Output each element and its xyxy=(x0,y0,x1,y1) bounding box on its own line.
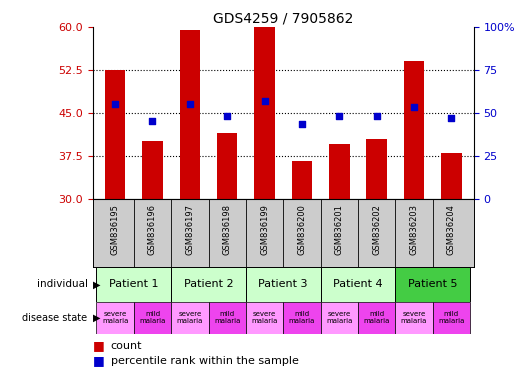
Text: Patient 4: Patient 4 xyxy=(333,280,383,290)
Text: GSM836196: GSM836196 xyxy=(148,204,157,255)
Text: GSM836202: GSM836202 xyxy=(372,204,381,255)
Bar xyxy=(246,267,321,302)
Bar xyxy=(329,144,350,199)
Text: mild
malaria: mild malaria xyxy=(139,311,166,324)
Point xyxy=(148,118,157,124)
Text: GSM836204: GSM836204 xyxy=(447,204,456,255)
Text: mild
malaria: mild malaria xyxy=(438,311,465,324)
Text: GSM836199: GSM836199 xyxy=(260,204,269,255)
Bar xyxy=(291,161,312,199)
Text: GSM836201: GSM836201 xyxy=(335,204,344,255)
Bar xyxy=(441,153,461,199)
Bar xyxy=(246,302,283,334)
Text: Patient 3: Patient 3 xyxy=(259,280,308,290)
Text: mild
malaria: mild malaria xyxy=(364,311,390,324)
Text: ▶: ▶ xyxy=(93,313,101,323)
Bar xyxy=(321,267,396,302)
Bar xyxy=(254,27,275,199)
Title: GDS4259 / 7905862: GDS4259 / 7905862 xyxy=(213,12,353,26)
Text: GSM836197: GSM836197 xyxy=(185,204,194,255)
Text: severe
malaria: severe malaria xyxy=(401,311,427,324)
Text: Patient 2: Patient 2 xyxy=(184,280,233,290)
Bar xyxy=(404,61,424,199)
Text: severe
malaria: severe malaria xyxy=(102,311,128,324)
Point xyxy=(410,104,418,110)
Text: count: count xyxy=(111,341,142,351)
Text: ■: ■ xyxy=(93,354,105,367)
Bar xyxy=(142,141,163,199)
Bar xyxy=(358,302,396,334)
Text: mild
malaria: mild malaria xyxy=(289,311,315,324)
Bar xyxy=(96,302,134,334)
Point xyxy=(335,113,344,119)
Point xyxy=(186,101,194,107)
Bar xyxy=(396,267,470,302)
Bar xyxy=(171,302,209,334)
Text: Patient 5: Patient 5 xyxy=(408,280,457,290)
Text: disease state: disease state xyxy=(23,313,88,323)
Text: ■: ■ xyxy=(93,339,105,352)
Bar xyxy=(217,133,237,199)
Bar xyxy=(209,302,246,334)
Text: ▶: ▶ xyxy=(93,280,101,290)
Text: mild
malaria: mild malaria xyxy=(214,311,241,324)
Text: GSM836198: GSM836198 xyxy=(222,204,232,255)
Point xyxy=(298,121,306,127)
Text: Patient 1: Patient 1 xyxy=(109,280,159,290)
Text: severe
malaria: severe malaria xyxy=(251,311,278,324)
Point xyxy=(223,113,231,119)
Text: severe
malaria: severe malaria xyxy=(326,311,352,324)
Bar xyxy=(96,267,171,302)
Text: individual: individual xyxy=(37,280,88,290)
Point xyxy=(111,101,119,107)
Text: percentile rank within the sample: percentile rank within the sample xyxy=(111,356,299,366)
Bar xyxy=(134,302,171,334)
Bar xyxy=(396,302,433,334)
Point xyxy=(372,113,381,119)
Bar xyxy=(321,302,358,334)
Text: severe
malaria: severe malaria xyxy=(177,311,203,324)
Text: GSM836195: GSM836195 xyxy=(111,204,119,255)
Text: GSM836200: GSM836200 xyxy=(298,204,306,255)
Bar xyxy=(105,70,125,199)
Bar xyxy=(366,139,387,199)
Bar xyxy=(171,267,246,302)
Point xyxy=(261,98,269,104)
Bar xyxy=(283,302,321,334)
Bar xyxy=(180,30,200,199)
Bar xyxy=(433,302,470,334)
Point xyxy=(447,116,455,122)
Text: GSM836203: GSM836203 xyxy=(409,204,419,255)
